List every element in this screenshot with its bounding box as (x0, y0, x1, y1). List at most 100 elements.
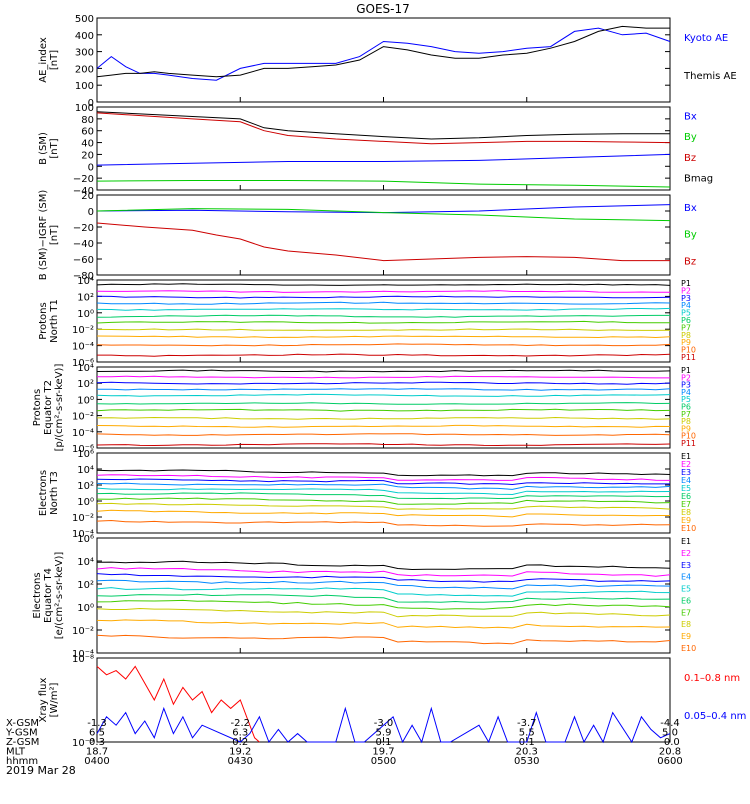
legend-entry: Bmag (684, 174, 713, 185)
ylabel: B (SM) (38, 132, 49, 165)
channel-line (96, 478, 670, 486)
legend-entry: E1 (681, 537, 691, 546)
channel-line (96, 519, 671, 527)
channel-line (97, 388, 671, 391)
ytick-label: 20 (81, 150, 94, 161)
date-label: 2019 Mar 28 (6, 764, 76, 777)
xaxis-value: -3.0 (374, 718, 394, 729)
xaxis-row-label: MLT (6, 747, 26, 758)
legend-entry: E1 (681, 452, 691, 461)
ylabel: Equator T2 (43, 380, 54, 435)
ytick-label: 10⁶ (77, 534, 94, 545)
channel-line (96, 335, 671, 339)
xaxis-row-label: Z-GSM (6, 737, 39, 748)
channel-line (96, 443, 671, 447)
ylabel: Protons (38, 302, 49, 339)
ylabel: Equator T4 (43, 568, 54, 623)
legend-entry: P10 (681, 346, 696, 355)
ytick-label: 10² (77, 580, 94, 591)
ytick-label: 500 (75, 14, 94, 25)
series-line (96, 27, 671, 81)
legend-entry: Themis AE (683, 71, 737, 82)
xaxis-value: 0600 (657, 756, 682, 767)
channel-line (96, 307, 671, 311)
ytick-label: −40 (73, 186, 94, 197)
legend-entry: E9 (681, 632, 691, 641)
panel-protons_t2: 10⁻⁶ 10⁻⁴ 10⁻² 10⁰ 10² 10⁴ Protons Equator T2 [p… (32, 363, 696, 455)
ytick-label: 10⁴ (77, 363, 94, 374)
legend-entry: P1 (681, 366, 691, 375)
legend-entry: P2 (681, 286, 691, 295)
ytick-label: 10⁻⁶ (72, 444, 94, 455)
series-line (96, 112, 671, 145)
legend-entry: Bz (684, 153, 696, 164)
channel-line (96, 487, 671, 496)
ytick-label: 10⁻⁸ (72, 654, 94, 665)
channel-line (96, 408, 671, 412)
ytick-label: 10⁻⁴ (72, 649, 94, 660)
legend-entry: E10 (681, 644, 696, 653)
ylabel: North T3 (49, 471, 60, 515)
xaxis-value: 18.7 (86, 747, 108, 758)
ytick-label: 100 (75, 103, 94, 114)
xaxis-value: 0500 (371, 756, 396, 767)
legend-entry: By (684, 132, 697, 143)
series-line (96, 706, 671, 744)
legend-entry: E5 (681, 585, 691, 594)
series-line (96, 222, 670, 262)
legend-entry: P11 (681, 353, 696, 362)
legend-entry: P6 (681, 316, 691, 325)
ytick-label: 0 (88, 162, 94, 173)
channel-line (96, 634, 671, 645)
legend-entry: P8 (681, 331, 691, 340)
ytick-label: 300 (75, 48, 94, 59)
legend-entry: P9 (681, 338, 691, 347)
channel-line (96, 593, 671, 603)
legend-entry: P6 (681, 403, 691, 412)
xaxis-value: 20.3 (516, 747, 538, 758)
channel-line (96, 314, 670, 318)
legend-entry: P1 (681, 279, 691, 288)
ytick-label: 400 (75, 31, 94, 42)
ytick-label: 100 (75, 81, 94, 92)
xaxis-value: 5.5 (519, 728, 535, 739)
ylabel: Electrons (32, 572, 43, 618)
channel-line (96, 369, 671, 373)
series-line (96, 111, 670, 140)
ylabel: North T1 (49, 299, 60, 343)
legend-entry: E5 (681, 484, 691, 493)
ytick-label: 10⁴ (77, 557, 94, 568)
ytick-label: 10⁻⁴ (72, 342, 94, 353)
legend-entry: E2 (681, 460, 691, 469)
ytick-label: 0 (88, 207, 94, 218)
legend-entry: P3 (681, 294, 691, 303)
legend-entry: E3 (681, 561, 691, 570)
channel-line (96, 474, 671, 481)
legend-entry: P4 (681, 388, 691, 397)
channel-line (96, 579, 671, 590)
ytick-label: 10⁶ (77, 449, 94, 460)
xaxis-value: 0.1 (519, 737, 535, 748)
ytick-label: 10² (77, 292, 94, 303)
ytick-label: 200 (75, 64, 94, 75)
channel-line (96, 328, 671, 331)
panel-electrons_t4: 10⁻⁴ 10⁻² 10⁰ 10² 10⁴ 10⁶ Electrons Equator T4[… (32, 534, 696, 660)
xaxis-value: 5.0 (662, 728, 678, 739)
xaxis-value: -4.4 (660, 718, 680, 729)
chart-title: GOES-17 (356, 2, 410, 16)
legend-entry: E9 (681, 516, 691, 525)
ytick-label: 10⁻² (72, 626, 94, 637)
ylabel: [nT] (49, 225, 60, 245)
channel-line (96, 320, 670, 324)
legend-entry: E7 (681, 608, 691, 617)
channel-line (96, 424, 671, 428)
legend-entry: E6 (681, 492, 691, 501)
legend-entry: Bx (684, 203, 697, 214)
channel-line (96, 492, 671, 500)
legend-entry: E8 (681, 620, 691, 629)
xaxis-value: 20.8 (659, 747, 681, 758)
ytick-label: 10⁻⁴ (72, 428, 94, 439)
